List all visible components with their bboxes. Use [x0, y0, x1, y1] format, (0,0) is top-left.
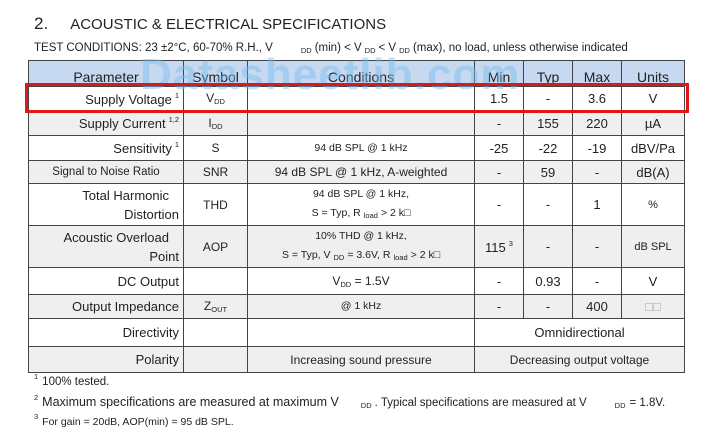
footnote-2: 2 Maximum specifications are measured at …: [34, 393, 666, 410]
table-row: Supply Current 1,2 IDD -155 220 µA: [28, 110, 685, 136]
table-row: Output Impedance ZOUT @ 1 kHz - -400 □□: [28, 294, 685, 319]
footnote-1: 1 100% tested.: [34, 372, 110, 388]
table-header: Parameter Symbol Conditions Min Typ Max Units: [28, 60, 685, 87]
table-row: Polarity Increasing sound pressure Decre…: [28, 346, 685, 373]
table-row: Directivity Omnidirectional: [28, 318, 685, 347]
test-conditions: TEST CONDITIONS: 23 ±2°C, 60-70% R.H., V…: [34, 42, 628, 55]
table-row: Supply Voltage 1 VDD 1.5-3.6 V: [28, 86, 685, 111]
table-row: DC Output VDD = 1.5V -0.93- V: [28, 267, 685, 295]
table-row: Sensitivity 1 S 94 dB SPL @ 1 kHz -25 -22 -1…: [28, 135, 685, 161]
specifications-table: Parameter Symbol Conditions Min Typ Max Units …: [28, 60, 685, 373]
table-row: Signal to Noise Ratio SNR 94 dB SPL @ 1 …: [28, 160, 685, 184]
footnote-3: 3 For gain = 20dB, AOP(min) = 95 dB SPL.: [34, 412, 234, 428]
table-row: Acoustic Overload Point AOP 10% THD @ 1 k…: [28, 225, 685, 268]
table-row: Total Harmonic Distortion THD 94 dB SPL @…: [28, 183, 685, 226]
section-title: 2. ACOUSTIC & ELECTRICAL SPECIFICATIONS: [34, 14, 387, 33]
